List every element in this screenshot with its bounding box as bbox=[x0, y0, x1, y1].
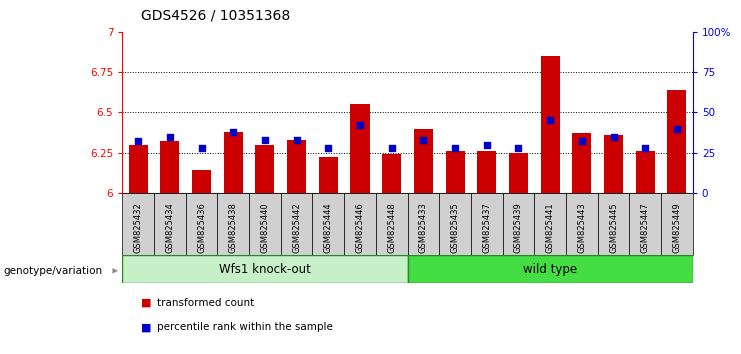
Bar bbox=[154, 193, 186, 255]
Point bbox=[481, 142, 493, 147]
Bar bbox=[598, 193, 629, 255]
Bar bbox=[122, 255, 408, 283]
Text: GSM825448: GSM825448 bbox=[388, 202, 396, 253]
Text: GSM825439: GSM825439 bbox=[514, 202, 523, 253]
Bar bbox=[313, 193, 344, 255]
Text: percentile rank within the sample: percentile rank within the sample bbox=[157, 322, 333, 332]
Bar bbox=[502, 193, 534, 255]
Point bbox=[132, 138, 144, 144]
Bar bbox=[509, 153, 528, 193]
Text: GSM825447: GSM825447 bbox=[641, 202, 650, 253]
Text: wild type: wild type bbox=[523, 263, 577, 275]
Point bbox=[164, 134, 176, 139]
Bar bbox=[319, 158, 338, 193]
Bar bbox=[661, 193, 693, 255]
Text: ■: ■ bbox=[141, 298, 155, 308]
Text: GSM825440: GSM825440 bbox=[260, 202, 270, 253]
Text: GSM825449: GSM825449 bbox=[673, 202, 682, 253]
Bar bbox=[129, 144, 147, 193]
Point bbox=[449, 145, 461, 151]
Bar bbox=[122, 193, 154, 255]
Point bbox=[322, 145, 334, 151]
Bar bbox=[572, 133, 591, 193]
Bar bbox=[350, 104, 370, 193]
Bar bbox=[566, 193, 598, 255]
Bar bbox=[439, 193, 471, 255]
Bar bbox=[534, 193, 566, 255]
Bar bbox=[256, 144, 274, 193]
Text: GSM825442: GSM825442 bbox=[292, 202, 301, 253]
Bar bbox=[376, 193, 408, 255]
Bar bbox=[604, 135, 623, 193]
Bar bbox=[192, 170, 211, 193]
Bar bbox=[668, 90, 686, 193]
Bar bbox=[471, 193, 502, 255]
Text: GSM825446: GSM825446 bbox=[356, 202, 365, 253]
Bar bbox=[382, 154, 401, 193]
Bar bbox=[217, 193, 249, 255]
Text: GSM825443: GSM825443 bbox=[577, 202, 586, 253]
Text: GSM825434: GSM825434 bbox=[165, 202, 174, 253]
Point bbox=[354, 122, 366, 128]
Text: GSM825444: GSM825444 bbox=[324, 202, 333, 253]
Bar bbox=[541, 56, 559, 193]
Point bbox=[608, 134, 619, 139]
Point bbox=[513, 145, 525, 151]
Bar bbox=[629, 193, 661, 255]
Bar bbox=[224, 132, 243, 193]
Point bbox=[386, 145, 398, 151]
Point bbox=[290, 137, 302, 143]
Text: GSM825438: GSM825438 bbox=[229, 202, 238, 253]
Text: GSM825441: GSM825441 bbox=[545, 202, 555, 253]
Text: Wfs1 knock-out: Wfs1 knock-out bbox=[219, 263, 310, 275]
Point bbox=[196, 145, 207, 151]
Bar bbox=[477, 151, 496, 193]
Bar bbox=[408, 193, 439, 255]
Bar bbox=[281, 193, 313, 255]
Point bbox=[671, 126, 683, 131]
Text: GSM825432: GSM825432 bbox=[133, 202, 142, 253]
Bar bbox=[408, 255, 693, 283]
Text: GSM825435: GSM825435 bbox=[451, 202, 459, 253]
Point bbox=[544, 118, 556, 123]
Bar bbox=[160, 141, 179, 193]
Text: GSM825445: GSM825445 bbox=[609, 202, 618, 253]
Point bbox=[259, 137, 270, 143]
Point bbox=[227, 129, 239, 135]
Text: ■: ■ bbox=[141, 322, 155, 332]
Bar bbox=[186, 193, 217, 255]
Text: transformed count: transformed count bbox=[157, 298, 254, 308]
Bar bbox=[249, 193, 281, 255]
Text: GSM825437: GSM825437 bbox=[482, 202, 491, 253]
Text: GDS4526 / 10351368: GDS4526 / 10351368 bbox=[141, 9, 290, 23]
Bar bbox=[344, 193, 376, 255]
Bar bbox=[636, 151, 655, 193]
Point bbox=[576, 138, 588, 144]
Text: genotype/variation: genotype/variation bbox=[4, 266, 103, 276]
Point bbox=[417, 137, 429, 143]
Bar bbox=[445, 151, 465, 193]
Bar bbox=[414, 129, 433, 193]
Bar bbox=[287, 140, 306, 193]
Text: GSM825436: GSM825436 bbox=[197, 202, 206, 253]
Point bbox=[639, 145, 651, 151]
Text: GSM825433: GSM825433 bbox=[419, 202, 428, 253]
